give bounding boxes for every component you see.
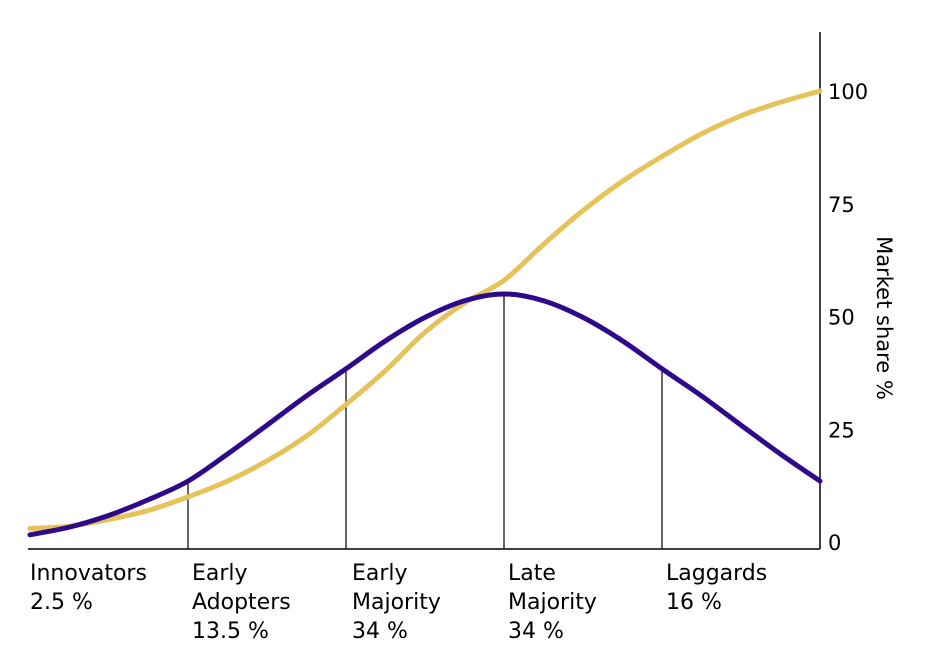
segment-label-line: 34 % <box>352 619 408 644</box>
y-tick-label-75: 75 <box>828 193 855 217</box>
segment-label-line: Early <box>352 561 408 586</box>
segment-label-3: Early Majority 34 % <box>352 561 441 644</box>
segment-label-line: Laggards <box>666 561 767 586</box>
y-tick-label-50: 50 <box>828 306 855 330</box>
segment-label-line: 16 % <box>666 590 722 615</box>
segment-label-5: Laggards 16 % <box>666 561 767 615</box>
segment-label-2: Early Adopters 13.5 % <box>192 561 291 644</box>
adoption-curve-line <box>27 291 823 538</box>
segment-label-line: Late <box>508 561 556 586</box>
segment-label-line: Early <box>192 561 248 586</box>
y-axis-title: Market share % <box>872 236 896 400</box>
segment-label-line: 2.5 % <box>30 590 93 615</box>
segment-label-line: Adopters <box>192 590 291 615</box>
segment-label-line: 13.5 % <box>192 619 269 644</box>
segment-label-line: 34 % <box>508 619 564 644</box>
y-tick-label-0: 0 <box>828 531 841 555</box>
y-tick-label-100: 100 <box>828 80 868 104</box>
segment-label-line: Majority <box>352 590 441 615</box>
cumulative-market-share-line <box>27 88 823 531</box>
segment-label-line: Innovators <box>30 561 147 586</box>
segment-label-4: Late Majority 34 % <box>508 561 597 644</box>
segment-label-1: Innovators 2.5 % <box>30 561 147 615</box>
segment-label-line: Majority <box>508 590 597 615</box>
y-tick-label-25: 25 <box>828 418 855 442</box>
